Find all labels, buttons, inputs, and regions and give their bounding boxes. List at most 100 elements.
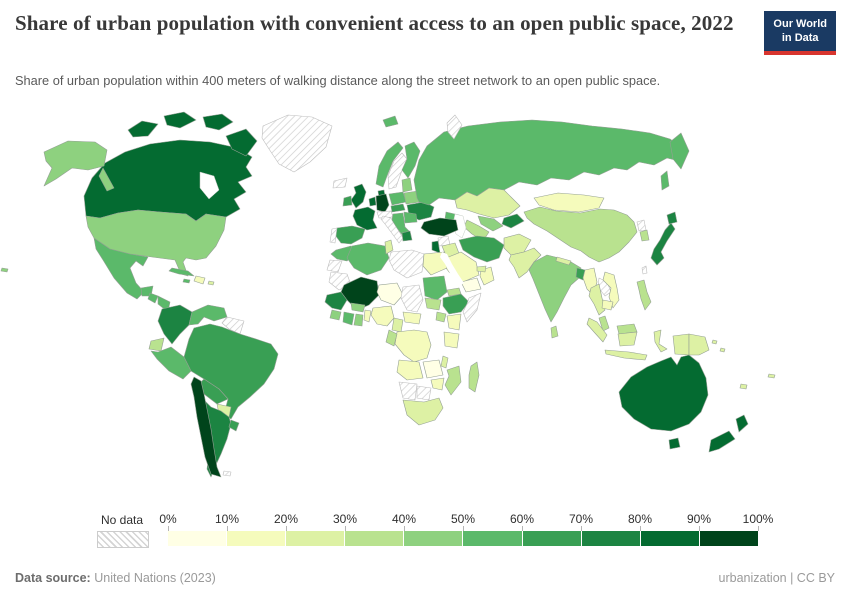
country-nepal[interactable] bbox=[555, 256, 572, 266]
country-guyanas[interactable] bbox=[221, 316, 245, 335]
owid-logo[interactable]: Our World in Data bbox=[764, 11, 836, 55]
country-madagascar[interactable] bbox=[468, 361, 480, 393]
country-zimbabwe[interactable] bbox=[430, 377, 445, 391]
country-dr-congo[interactable] bbox=[394, 329, 432, 363]
country-sudan[interactable] bbox=[422, 275, 448, 301]
country-china[interactable] bbox=[523, 206, 638, 263]
country-indonesia-sulawesi[interactable] bbox=[653, 329, 668, 353]
country-spain[interactable] bbox=[334, 225, 366, 245]
country-tanzania[interactable] bbox=[443, 331, 460, 349]
country-poland[interactable] bbox=[388, 191, 407, 206]
country-benelux[interactable] bbox=[368, 196, 377, 207]
country-malawi[interactable] bbox=[440, 355, 449, 369]
country-greenland[interactable] bbox=[261, 114, 333, 173]
country-taiwan[interactable] bbox=[641, 265, 648, 275]
country-baltics[interactable] bbox=[401, 177, 413, 193]
country-gabon-congo[interactable] bbox=[385, 329, 398, 347]
country-indonesia-papua[interactable] bbox=[672, 333, 690, 356]
country-south-korea[interactable] bbox=[639, 229, 650, 242]
country-south-sudan[interactable] bbox=[424, 297, 442, 311]
country-chile[interactable] bbox=[190, 376, 222, 478]
country-svalbard[interactable] bbox=[382, 115, 399, 128]
country-western-sahara[interactable] bbox=[326, 259, 343, 273]
country-romania[interactable] bbox=[403, 211, 418, 224]
country-somalia[interactable] bbox=[462, 292, 482, 323]
country-sierra-leone-liberia[interactable] bbox=[329, 309, 342, 321]
country-botswana[interactable] bbox=[416, 385, 432, 401]
country-kenya[interactable] bbox=[446, 313, 462, 331]
country-venezuela[interactable] bbox=[188, 304, 228, 326]
country-portugal[interactable] bbox=[329, 227, 338, 244]
country-new-zealand-north[interactable] bbox=[735, 414, 749, 433]
country-algeria[interactable] bbox=[346, 242, 390, 276]
country-nigeria[interactable] bbox=[370, 305, 395, 327]
country-usa-panhandle[interactable] bbox=[98, 167, 115, 192]
country-germany[interactable] bbox=[375, 193, 390, 213]
country-guatemala[interactable] bbox=[147, 292, 159, 304]
legend-bar[interactable] bbox=[168, 531, 758, 546]
country-ecuador[interactable] bbox=[148, 337, 165, 352]
country-japan-hokkaido[interactable] bbox=[666, 211, 678, 225]
country-australia[interactable] bbox=[618, 354, 709, 432]
country-tunisia[interactable] bbox=[384, 239, 394, 255]
country-turkey[interactable] bbox=[420, 217, 459, 237]
country-malaysia-peninsula[interactable] bbox=[598, 315, 610, 332]
country-angola[interactable] bbox=[396, 359, 424, 381]
country-north-korea[interactable] bbox=[636, 219, 647, 232]
country-new-zealand-south[interactable] bbox=[708, 430, 736, 453]
country-japan[interactable] bbox=[650, 222, 676, 266]
country-falkland-is[interactable] bbox=[222, 470, 232, 477]
country-canada-arctic1[interactable] bbox=[127, 120, 159, 138]
country-greece[interactable] bbox=[401, 230, 413, 242]
country-thailand[interactable] bbox=[588, 283, 606, 316]
country-ghana[interactable] bbox=[353, 313, 364, 327]
country-finland[interactable] bbox=[401, 141, 421, 179]
country-usa-alaska[interactable] bbox=[43, 140, 108, 187]
country-new-caledonia[interactable] bbox=[739, 383, 748, 390]
country-brazil[interactable] bbox=[183, 323, 279, 420]
country-novaya-zemlya[interactable] bbox=[446, 114, 463, 140]
country-jamaica[interactable] bbox=[182, 278, 191, 284]
country-uae[interactable] bbox=[476, 265, 487, 273]
country-mongolia[interactable] bbox=[533, 192, 605, 213]
country-iceland[interactable] bbox=[332, 177, 348, 189]
country-indonesia-sumatra[interactable] bbox=[586, 317, 608, 343]
country-russia-kamchatka[interactable] bbox=[669, 132, 690, 170]
country-czech-slovakia[interactable] bbox=[390, 203, 406, 213]
country-zambia[interactable] bbox=[422, 359, 444, 379]
no-data-swatch[interactable] bbox=[97, 531, 149, 548]
country-ireland[interactable] bbox=[342, 195, 353, 207]
country-togo-benin[interactable] bbox=[363, 309, 372, 323]
country-philippines[interactable] bbox=[636, 279, 652, 311]
country-iran[interactable] bbox=[458, 235, 505, 263]
country-senegal-guinea[interactable] bbox=[324, 291, 348, 311]
country-namibia[interactable] bbox=[398, 381, 418, 401]
country-niger[interactable] bbox=[376, 282, 404, 306]
country-vietnam[interactable] bbox=[602, 271, 620, 309]
country-uruguay[interactable] bbox=[228, 419, 240, 432]
country-indonesia-java[interactable] bbox=[604, 349, 648, 361]
country-uk[interactable] bbox=[350, 183, 367, 209]
country-yemen[interactable] bbox=[460, 277, 482, 293]
country-papua-new-guinea[interactable] bbox=[688, 333, 710, 356]
country-cote-divoire[interactable] bbox=[342, 311, 355, 326]
country-uzbekistan[interactable] bbox=[477, 215, 504, 232]
country-colombia[interactable] bbox=[157, 304, 193, 345]
country-hispaniola[interactable] bbox=[193, 275, 206, 285]
country-kazakhstan[interactable] bbox=[454, 187, 521, 219]
country-libya[interactable] bbox=[388, 249, 425, 279]
country-france[interactable] bbox=[352, 206, 378, 231]
country-sri-lanka[interactable] bbox=[550, 325, 559, 339]
country-solomon-is-2[interactable] bbox=[719, 347, 726, 353]
country-south-africa[interactable] bbox=[402, 397, 444, 426]
country-norway[interactable] bbox=[375, 141, 404, 188]
country-solomon-is-1[interactable] bbox=[711, 339, 718, 345]
country-kyrgyzstan-tajikistan[interactable] bbox=[501, 213, 525, 229]
country-canada-arctic3[interactable] bbox=[202, 113, 234, 131]
country-cuba[interactable] bbox=[168, 267, 195, 277]
country-peru[interactable] bbox=[150, 346, 192, 380]
country-cameroon[interactable] bbox=[391, 317, 404, 333]
country-pakistan[interactable] bbox=[508, 247, 542, 279]
country-mexico[interactable] bbox=[93, 237, 149, 300]
country-canada-baffin[interactable] bbox=[225, 128, 258, 157]
